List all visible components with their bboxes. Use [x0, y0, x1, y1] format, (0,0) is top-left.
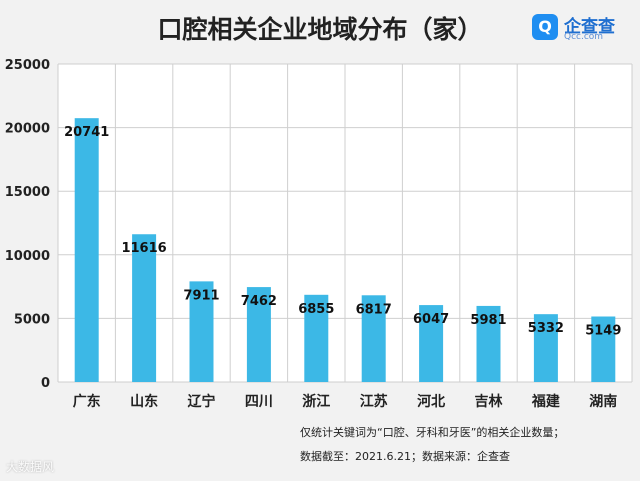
y-tick-label: 5000 — [14, 312, 50, 327]
footnote-scope: 仅统计关键词为“口腔、牙科和牙医”的相关企业数量； — [300, 426, 565, 439]
bar-河北 — [419, 305, 444, 382]
footnote-source: 数据截至：2021.6.21；数据来源：企查查 — [300, 450, 510, 463]
bar-浙江 — [304, 294, 329, 382]
x-tick-label: 江苏 — [360, 393, 388, 410]
y-tick-label: 25000 — [5, 58, 50, 73]
qcc-logo-icon: Q — [532, 14, 558, 40]
bar-江苏 — [361, 295, 386, 382]
x-tick-label: 河北 — [417, 393, 445, 410]
data-label: 7462 — [241, 294, 277, 309]
y-tick-label: 10000 — [5, 249, 50, 264]
y-tick-label: 15000 — [5, 185, 50, 200]
bar-辽宁 — [189, 281, 214, 382]
data-label: 20741 — [64, 125, 109, 140]
bar-四川 — [246, 287, 271, 382]
x-tick-label: 广东 — [73, 393, 101, 410]
x-tick-label: 四川 — [245, 394, 273, 410]
bar-福建 — [533, 314, 558, 382]
x-tick-label: 山东 — [130, 393, 158, 410]
chart-title: 口腔相关企业地域分布（家） — [157, 15, 483, 44]
bar-吉林 — [476, 305, 501, 382]
x-tick-label: 湖南 — [589, 393, 617, 410]
x-tick-label: 辽宁 — [188, 393, 216, 410]
x-tick-label: 福建 — [531, 393, 560, 410]
data-label: 11616 — [121, 241, 166, 256]
data-label: 6047 — [413, 312, 449, 327]
bar-山东 — [132, 234, 157, 382]
logo-domain: Qcc.com — [564, 32, 604, 42]
data-label: 6817 — [356, 302, 392, 317]
y-tick-label: 20000 — [5, 122, 50, 137]
bar-湖南 — [591, 316, 616, 382]
data-label: 5149 — [585, 324, 621, 339]
x-tick-label: 浙江 — [302, 393, 330, 410]
bar-广东 — [74, 118, 99, 383]
watermark: 大数据风 — [6, 460, 55, 474]
data-label: 6855 — [298, 302, 334, 317]
data-label: 7911 — [183, 288, 219, 303]
data-label: 5332 — [528, 321, 564, 336]
logo-name: 企查查 — [564, 17, 615, 37]
data-label: 5981 — [470, 313, 506, 328]
y-tick-label: 0 — [41, 376, 50, 391]
qcc-logo: Q 企查查 Qcc.com — [532, 10, 636, 50]
x-tick-label: 吉林 — [475, 393, 503, 410]
